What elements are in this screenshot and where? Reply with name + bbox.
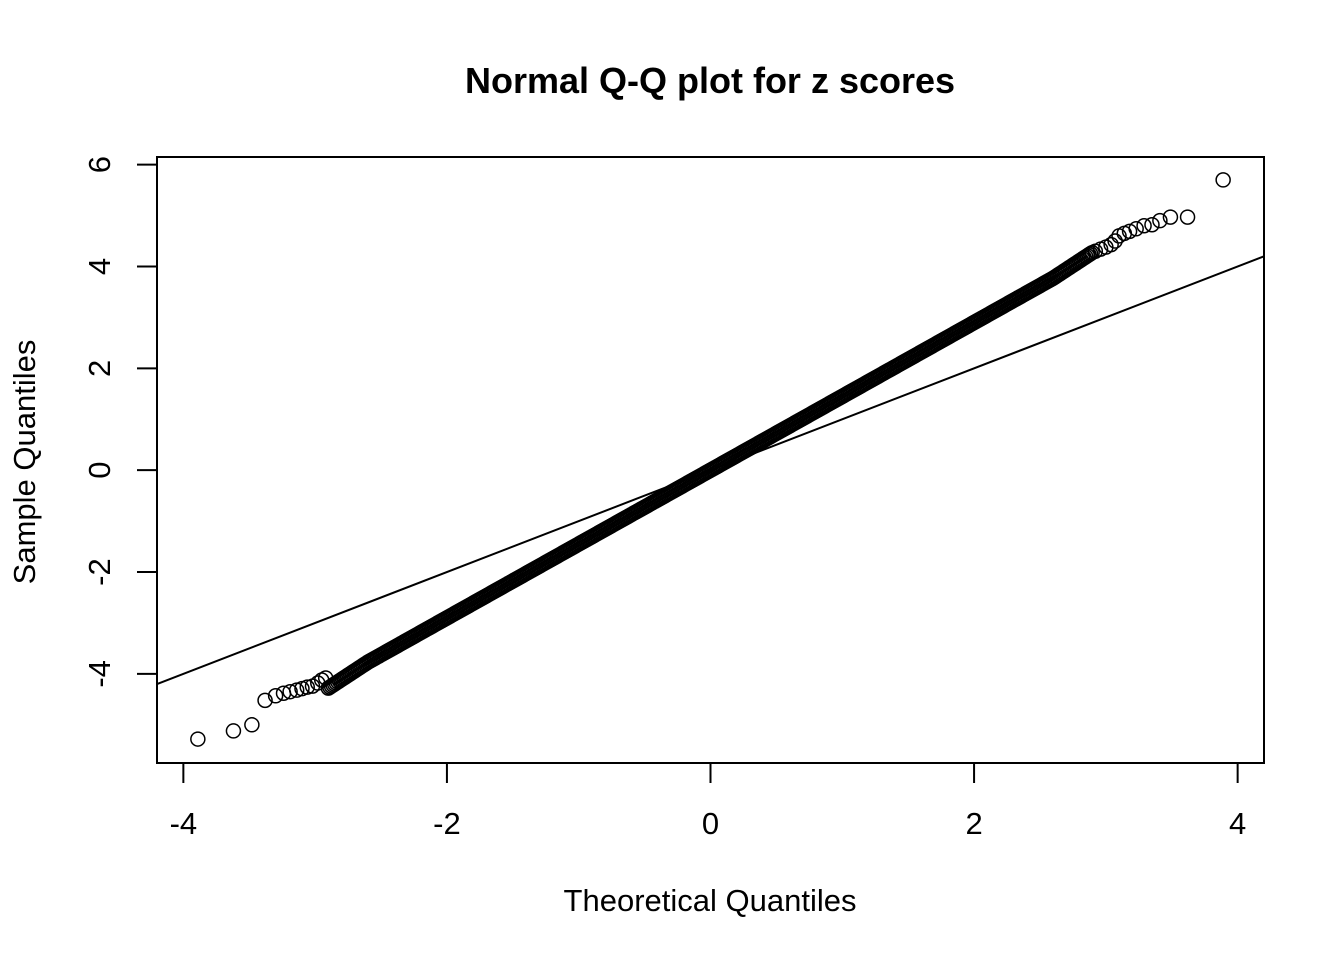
qq-point <box>267 688 284 704</box>
y-tick-label: -2 <box>82 558 117 586</box>
y-tick-label: -4 <box>82 660 117 688</box>
x-tick-label: -4 <box>170 806 198 841</box>
data-points <box>190 172 1231 747</box>
x-tick-label: -2 <box>433 806 461 841</box>
qq-point <box>299 679 315 695</box>
qq-point <box>1121 223 1138 240</box>
y-tick-label: 0 <box>82 462 117 479</box>
qq-point <box>1136 217 1152 234</box>
qq-point <box>1179 209 1196 225</box>
qq-point <box>257 692 273 709</box>
qq-point <box>244 717 260 733</box>
qq-point <box>1152 212 1168 229</box>
qq-point <box>310 675 326 691</box>
qq-point <box>1079 247 1096 264</box>
y-tick-label: 4 <box>82 258 117 275</box>
x-tick-label: 0 <box>702 806 719 841</box>
qq-point <box>1162 209 1179 225</box>
qq-point <box>282 683 298 700</box>
y-axis-label: Sample Quantiles <box>7 340 42 585</box>
x-tick-label: 2 <box>965 806 982 841</box>
qq-point <box>1215 172 1231 188</box>
x-tick-label: 4 <box>1229 806 1246 841</box>
qq-point <box>1144 216 1160 233</box>
x-axis-label: Theoretical Quantiles <box>564 883 857 918</box>
qq-point <box>225 723 242 739</box>
qq-point <box>190 731 206 747</box>
x-axis: -4 -2 0 2 4 <box>170 762 1246 841</box>
qq-point <box>1107 233 1123 249</box>
y-axis: -4 -2 0 2 4 6 <box>82 156 158 688</box>
qq-point <box>1128 221 1144 237</box>
qq-point <box>1103 236 1119 253</box>
y-tick-label: 6 <box>82 156 117 173</box>
y-tick-label: 2 <box>82 360 117 377</box>
qq-point <box>317 670 334 686</box>
chart-title: Normal Q-Q plot for z scores <box>465 60 955 101</box>
